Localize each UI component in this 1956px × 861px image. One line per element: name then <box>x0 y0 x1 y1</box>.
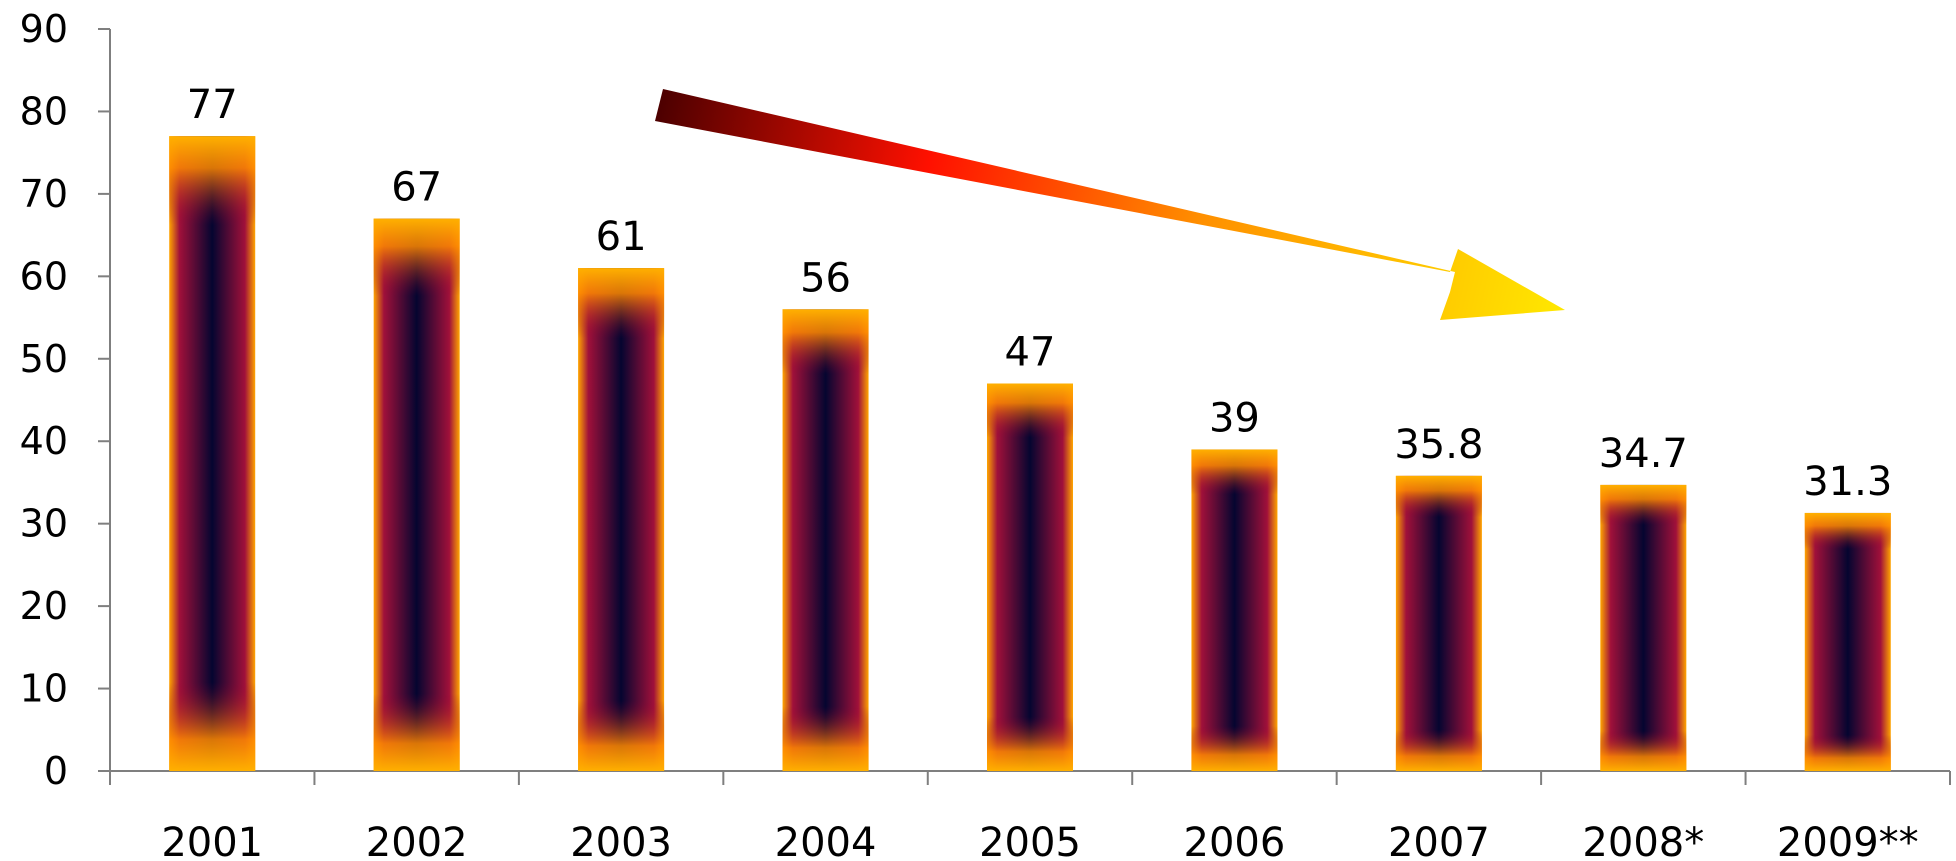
y-tick-label: 60 <box>20 254 68 298</box>
bar <box>578 268 665 771</box>
y-tick-label: 90 <box>20 7 68 51</box>
data-label: 35.8 <box>1394 422 1483 468</box>
bar-glow <box>1804 512 1891 771</box>
bar-glow <box>169 136 256 771</box>
bar <box>987 383 1073 771</box>
y-tick-label: 70 <box>20 172 68 216</box>
data-label: 56 <box>800 255 851 301</box>
x-tick-label: 2007 <box>1388 820 1490 861</box>
data-label: 39 <box>1209 395 1260 441</box>
y-tick-label: 50 <box>20 337 68 381</box>
bar-glow <box>578 268 665 771</box>
data-label: 67 <box>391 165 442 211</box>
data-label: 31.3 <box>1803 459 1892 505</box>
x-tick-label: 2006 <box>1184 820 1286 861</box>
y-tick-label: 80 <box>20 89 68 133</box>
bar <box>1191 449 1278 771</box>
bar <box>1600 484 1687 771</box>
bar <box>169 136 256 771</box>
data-label: 34.7 <box>1599 431 1688 477</box>
y-tick-label: 10 <box>20 667 68 711</box>
bars <box>169 136 1891 772</box>
bar-glow <box>1191 449 1278 771</box>
data-label: 47 <box>1005 330 1056 376</box>
x-tick-label: 2004 <box>775 820 877 861</box>
bar <box>373 218 460 772</box>
x-tick-label: 2001 <box>161 820 263 861</box>
bar <box>782 309 869 771</box>
bar-glow <box>782 309 869 771</box>
data-label: 61 <box>596 214 647 260</box>
bar-glow <box>1395 475 1482 771</box>
y-tick-label: 40 <box>20 419 68 463</box>
bar-glow <box>1600 484 1687 771</box>
y-tick-label: 30 <box>20 502 68 546</box>
trend-arrow-icon <box>655 89 1565 320</box>
y-tick-label: 20 <box>20 584 68 628</box>
bar <box>1804 512 1891 771</box>
x-tick-label: 2009** <box>1777 820 1919 861</box>
x-tick-label: 2005 <box>979 820 1081 861</box>
bar-glow <box>373 218 460 772</box>
x-axis: 2001 2002 2003 2004 2005 2006 2007 2008* 2009** <box>109 770 1951 861</box>
x-tick-label: 2008* <box>1582 820 1704 861</box>
y-axis: 0 10 20 30 40 50 60 70 80 90 <box>20 7 111 793</box>
y-tick-label: 0 <box>44 749 68 793</box>
data-labels: 77 67 61 56 47 39 35.8 34.7 31.3 <box>187 82 1893 505</box>
bar <box>1395 475 1482 771</box>
data-label: 77 <box>187 82 238 128</box>
bar-glow <box>987 383 1073 771</box>
x-tick-label: 2003 <box>570 820 672 861</box>
x-tick-label: 2002 <box>366 820 468 861</box>
